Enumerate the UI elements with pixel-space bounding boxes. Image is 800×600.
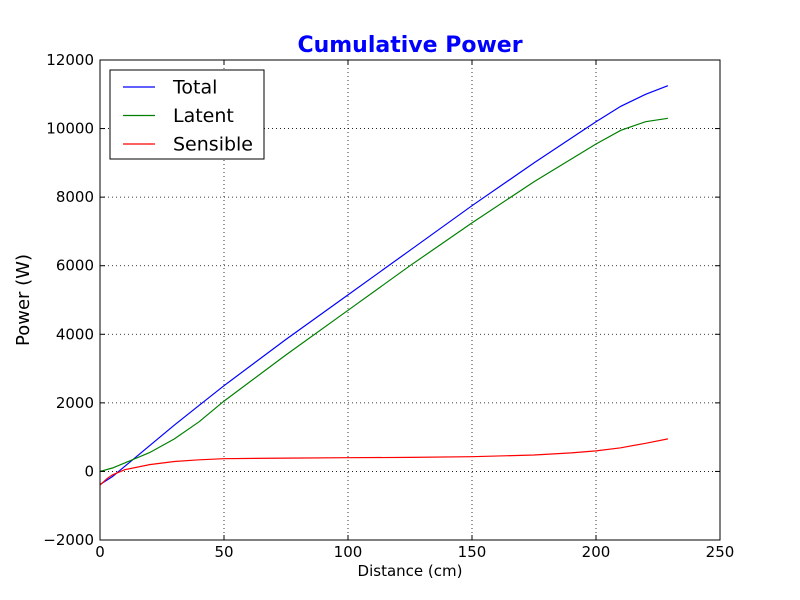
x-tick-label: 200 <box>582 543 611 561</box>
series-lines <box>99 85 669 486</box>
y-tick-label: 8000 <box>56 188 94 206</box>
y-tick-label: 10000 <box>46 120 94 138</box>
y-tick-label: −2000 <box>43 531 94 549</box>
x-tick-label: 100 <box>334 543 363 561</box>
x-tick-label: 150 <box>458 543 487 561</box>
series-line-latent <box>99 117 668 472</box>
y-tick-label: 2000 <box>56 394 94 412</box>
legend: Total Latent Sensible <box>109 69 265 160</box>
series-line-sensible <box>99 438 669 486</box>
series-line-total <box>99 85 669 486</box>
legend-label-total: Total <box>172 77 217 99</box>
x-axis-label: Distance (cm) <box>358 562 463 580</box>
y-tick-label: 4000 <box>56 325 94 343</box>
x-tick-label: 50 <box>214 543 233 561</box>
y-tick-label: 0 <box>84 462 94 480</box>
chart-title: Cumulative Power <box>297 33 522 58</box>
axis-ticks: 0 50 100 150 200 250−200002000400060008000100… <box>43 51 734 561</box>
y-axis-label: Power (W) <box>13 254 34 346</box>
x-tick-label: 250 <box>706 543 735 561</box>
x-tick-label: 0 <box>95 543 105 561</box>
plot-frame <box>99 59 721 541</box>
y-tick-label: 6000 <box>56 257 94 275</box>
legend-label-sensible: Sensible <box>173 134 253 156</box>
y-tick-label: 12000 <box>46 51 94 69</box>
legend-label-latent: Latent <box>173 105 234 127</box>
